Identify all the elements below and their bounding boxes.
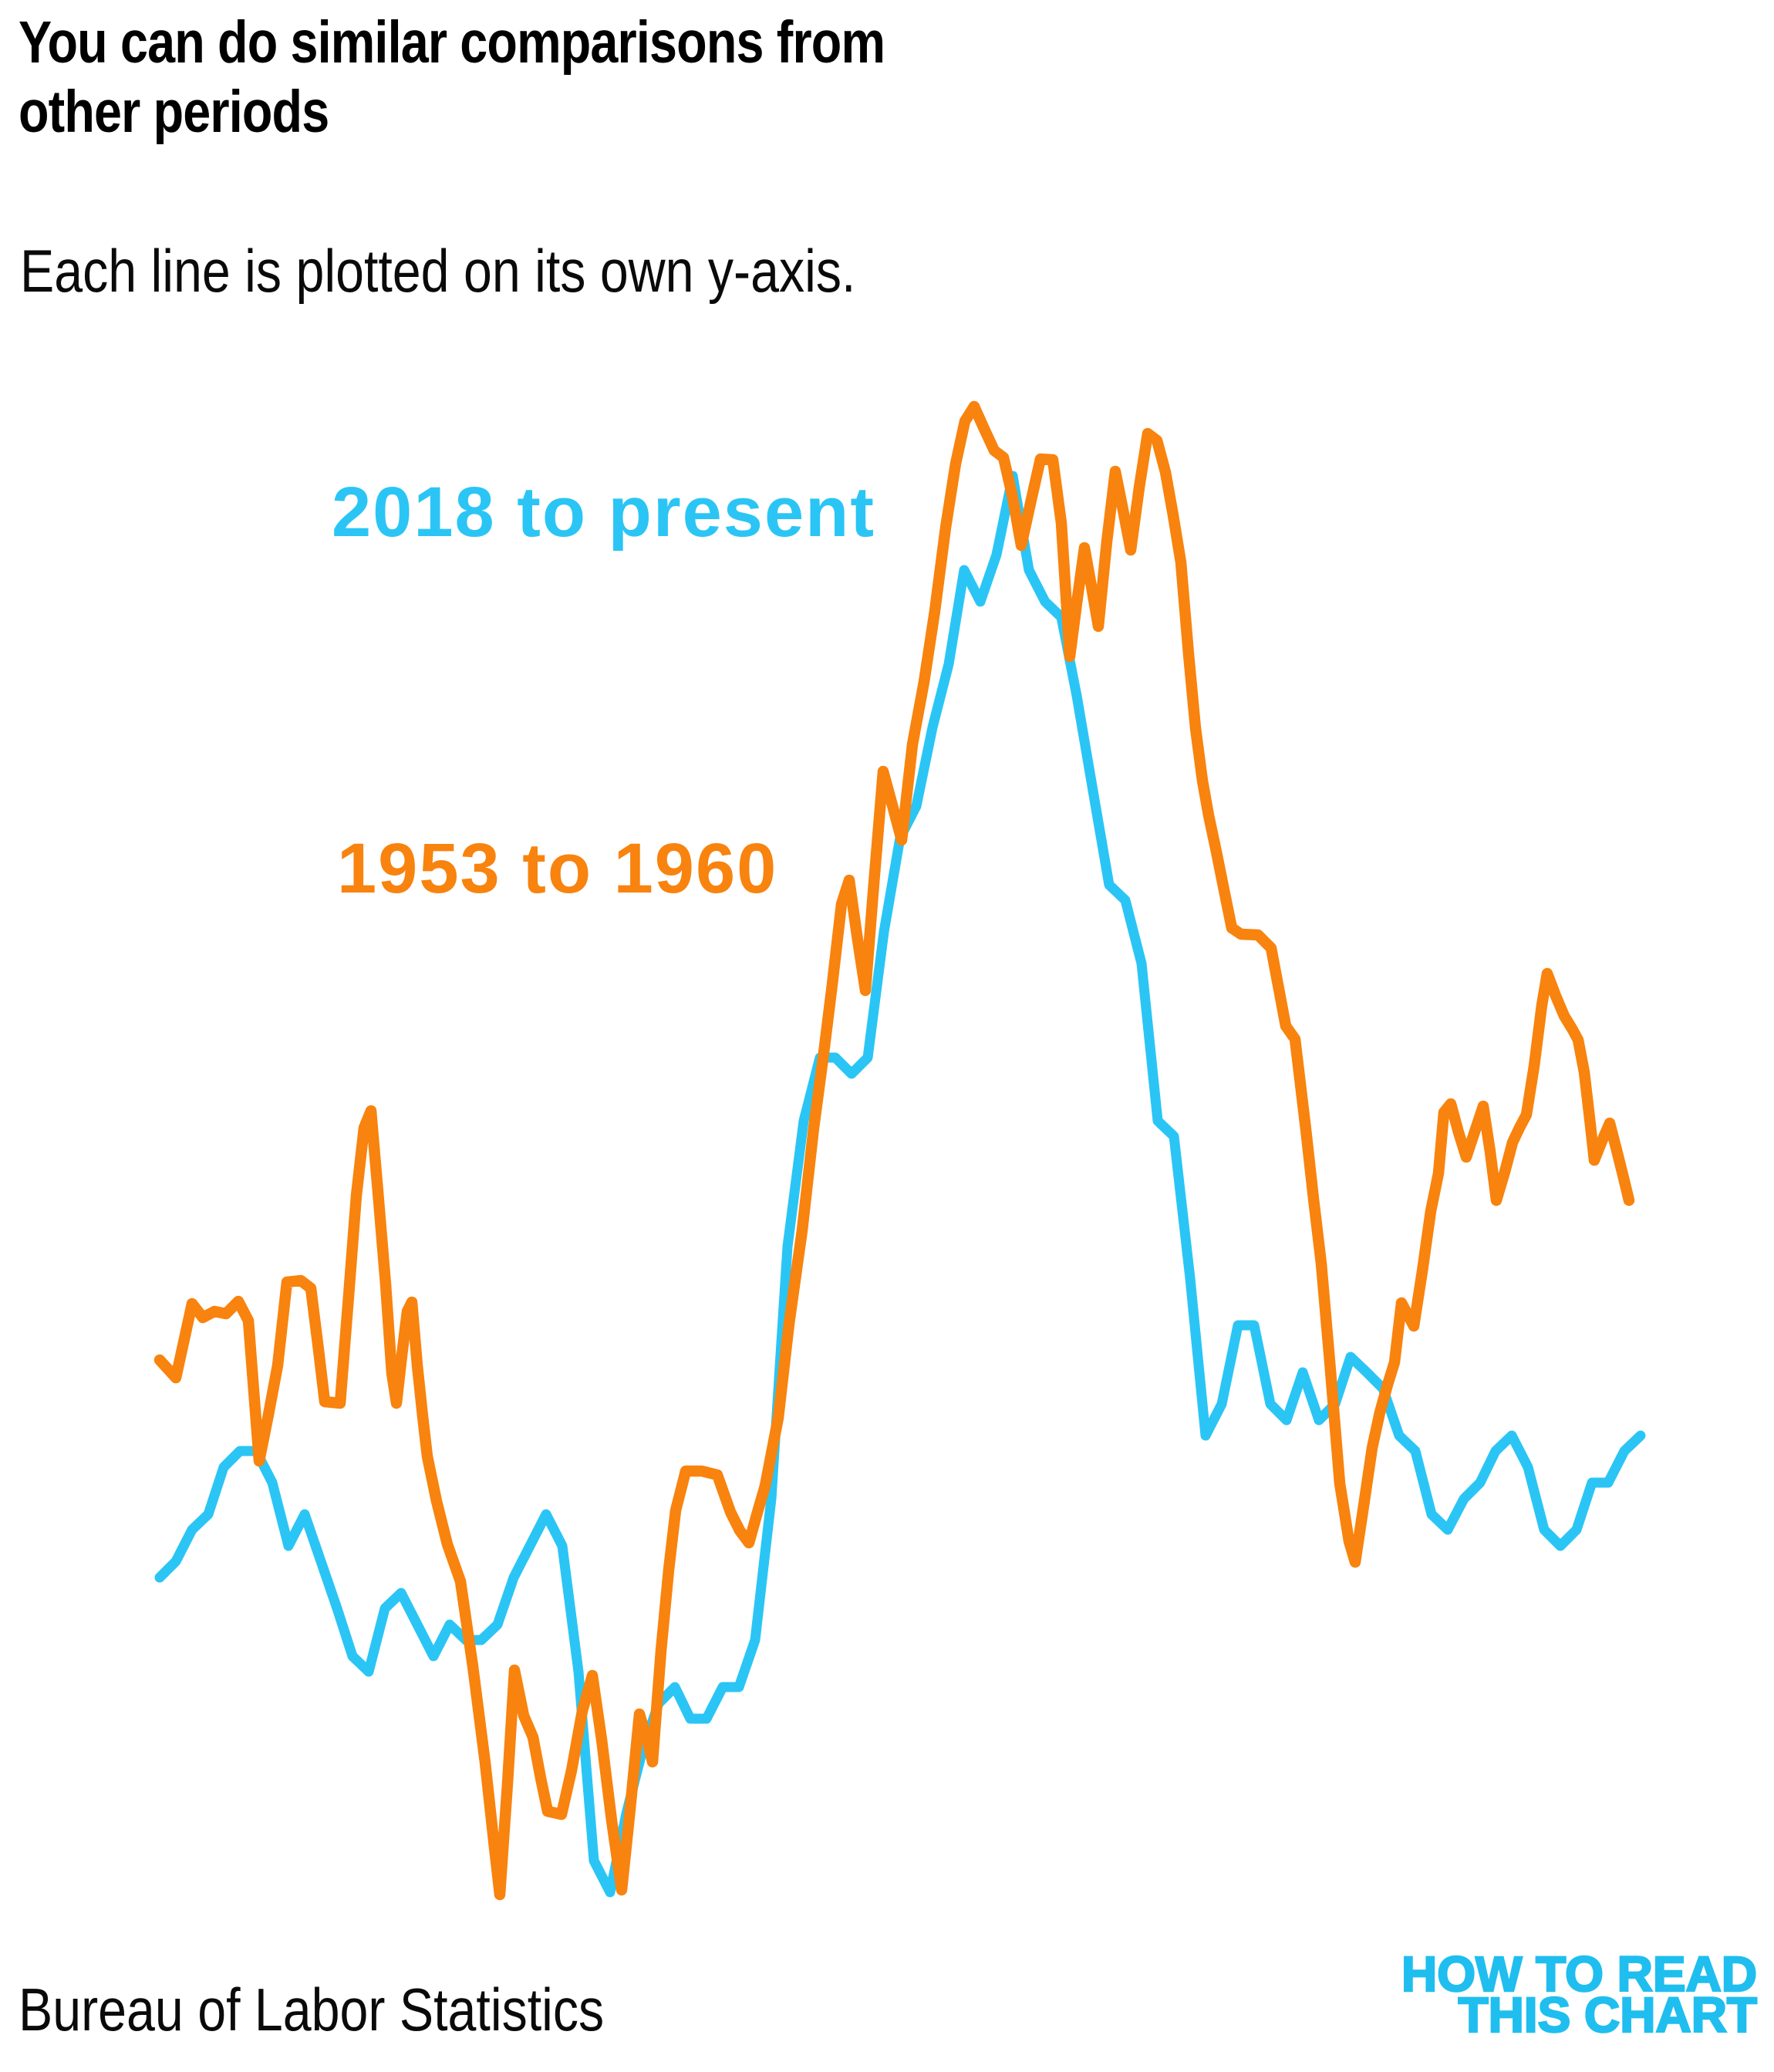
- page-title: You can do similar comparisons from othe…: [19, 8, 885, 147]
- series-label-2018-to-present: 2018 to present: [332, 473, 875, 552]
- title-line-2: other periods: [19, 79, 329, 145]
- logo-line-2: THIS CHART: [1457, 1987, 1758, 2043]
- source-attribution: Bureau of Labor Statistics: [19, 1976, 605, 2043]
- title-line-1: You can do similar comparisons from: [19, 9, 885, 76]
- series-label-1953-to-1960: 1953 to 1960: [337, 829, 778, 908]
- chart-subtitle: Each line is plotted on its own y-axis.: [20, 237, 856, 305]
- series-line-1953-to-1960: [153, 400, 1635, 1901]
- how-to-read-this-chart-logo: HOW TO READ THIS CHART: [1401, 1946, 1759, 2043]
- logo-line-1: HOW TO READ: [1401, 1946, 1759, 2002]
